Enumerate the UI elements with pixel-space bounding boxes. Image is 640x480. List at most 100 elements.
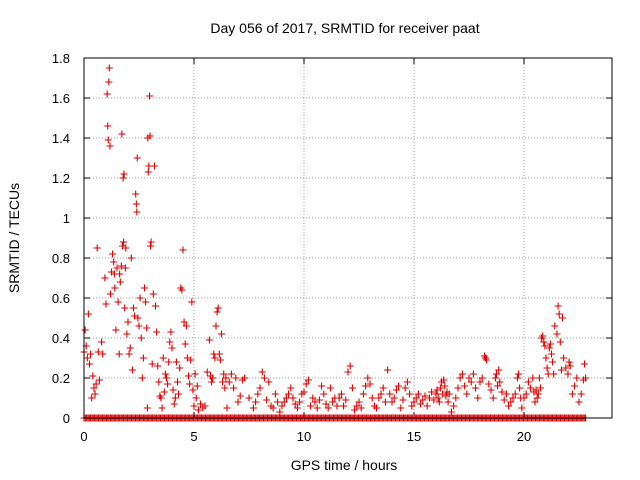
data-point bbox=[276, 408, 284, 416]
data-point bbox=[105, 78, 113, 86]
data-point bbox=[147, 238, 155, 246]
data-point bbox=[155, 378, 163, 386]
data-point bbox=[146, 242, 154, 250]
data-point bbox=[326, 384, 334, 392]
data-point bbox=[258, 368, 266, 376]
data-point bbox=[197, 400, 205, 408]
data-point bbox=[527, 384, 535, 392]
data-point bbox=[342, 396, 350, 404]
y-tick-label: 0.8 bbox=[52, 251, 70, 266]
data-point bbox=[86, 360, 93, 368]
data-point bbox=[322, 400, 330, 408]
data-point bbox=[496, 378, 504, 386]
data-point bbox=[236, 392, 244, 400]
data-point bbox=[191, 370, 199, 378]
data-point bbox=[537, 384, 544, 392]
data-point bbox=[532, 386, 540, 394]
data-point bbox=[401, 384, 409, 392]
data-point bbox=[559, 314, 566, 322]
data-point bbox=[89, 372, 97, 380]
data-point bbox=[111, 284, 119, 292]
data-point bbox=[203, 368, 211, 376]
data-point bbox=[577, 390, 585, 398]
data-point bbox=[502, 390, 510, 398]
data-point bbox=[545, 344, 553, 352]
data-point bbox=[185, 372, 192, 380]
data-point bbox=[98, 338, 106, 346]
data-point bbox=[513, 374, 521, 382]
data-point bbox=[553, 330, 561, 338]
data-point bbox=[333, 402, 341, 410]
data-point bbox=[428, 388, 436, 396]
data-point bbox=[116, 270, 124, 278]
data-point bbox=[500, 396, 508, 404]
data-point bbox=[146, 92, 154, 100]
data-point bbox=[489, 394, 497, 402]
data-point bbox=[139, 354, 147, 362]
data-point bbox=[487, 386, 495, 394]
data-point bbox=[149, 290, 157, 298]
data-point bbox=[373, 404, 381, 412]
data-point bbox=[344, 368, 352, 376]
y-tick-label: 1.2 bbox=[52, 171, 70, 186]
data-point bbox=[476, 378, 484, 386]
data-point bbox=[141, 284, 148, 292]
data-point bbox=[92, 380, 100, 388]
data-point bbox=[214, 304, 222, 312]
data-point bbox=[99, 350, 107, 358]
data-point bbox=[483, 356, 491, 364]
data-point bbox=[93, 244, 101, 252]
data-point bbox=[110, 258, 118, 266]
data-point bbox=[190, 402, 198, 410]
data-point bbox=[265, 378, 273, 386]
data-point bbox=[546, 340, 554, 348]
data-point bbox=[142, 298, 150, 306]
data-point bbox=[542, 354, 550, 362]
data-point bbox=[230, 384, 238, 392]
data-point bbox=[493, 370, 500, 378]
x-tick-label: 0 bbox=[80, 429, 87, 444]
data-point bbox=[153, 328, 161, 336]
grid-lines bbox=[84, 58, 612, 418]
data-point bbox=[543, 364, 551, 372]
data-point bbox=[287, 384, 295, 392]
data-point bbox=[495, 366, 503, 374]
data-point bbox=[179, 246, 187, 254]
data-point bbox=[115, 350, 123, 358]
data-point bbox=[225, 378, 233, 386]
data-point bbox=[87, 350, 95, 358]
data-point bbox=[104, 122, 112, 130]
data-point bbox=[83, 354, 91, 362]
y-tick-label: 1.8 bbox=[52, 51, 70, 66]
data-point bbox=[421, 392, 429, 400]
data-point bbox=[581, 360, 588, 368]
plot-border bbox=[83, 57, 613, 419]
data-point bbox=[444, 398, 452, 406]
data-point bbox=[337, 390, 345, 398]
data-point bbox=[95, 376, 103, 384]
data-point bbox=[221, 384, 229, 392]
data-point bbox=[515, 370, 522, 378]
data-point bbox=[194, 406, 202, 414]
data-point bbox=[212, 322, 220, 330]
data-point bbox=[180, 318, 188, 326]
data-point bbox=[269, 404, 277, 412]
data-point bbox=[518, 404, 526, 412]
data-point bbox=[150, 162, 158, 170]
data-point bbox=[245, 394, 253, 402]
data-point bbox=[106, 290, 114, 298]
data-point bbox=[232, 374, 240, 382]
data-point bbox=[395, 382, 403, 390]
data-point bbox=[423, 402, 431, 410]
data-point bbox=[452, 394, 460, 402]
data-point bbox=[454, 384, 462, 392]
y-tick-labels: 0 0.2 0.4 0.6 0.8 1 1.2 1.4 1.6 1.8 bbox=[52, 51, 70, 426]
data-point bbox=[505, 402, 513, 410]
data-point bbox=[469, 370, 477, 378]
data-point bbox=[362, 382, 370, 390]
data-point bbox=[280, 398, 288, 406]
data-point bbox=[101, 274, 109, 282]
data-point bbox=[271, 390, 279, 398]
data-point bbox=[406, 390, 414, 398]
data-point bbox=[189, 386, 197, 394]
